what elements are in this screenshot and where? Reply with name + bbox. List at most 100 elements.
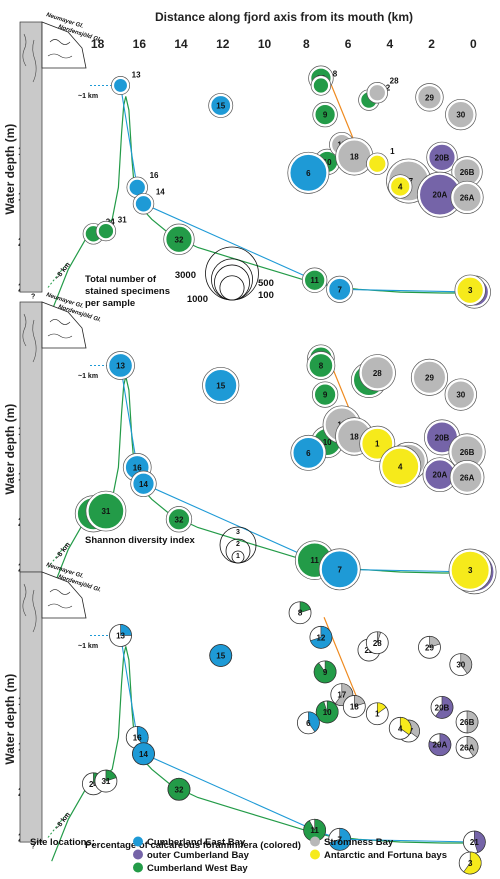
- site-label-14: 14: [139, 750, 148, 759]
- x-tick-label: 2: [428, 37, 435, 51]
- site-label-3: 3: [468, 859, 473, 868]
- site-marker-6: 6: [296, 711, 320, 735]
- site-label-18: 18: [350, 152, 359, 161]
- site-label-1: 1: [390, 147, 395, 156]
- site-label-18: 18: [350, 702, 359, 711]
- marker-fill: [456, 276, 485, 305]
- legend-swatch-antarctic: [310, 849, 320, 860]
- site-label-6: 6: [306, 169, 311, 178]
- pie-slice-calcareous: [376, 702, 387, 715]
- size-legend-circle: [205, 246, 259, 301]
- pie-slice-calcareous: [466, 710, 479, 734]
- marker-fill: [87, 492, 125, 530]
- scale-far-label: ~8 km: [54, 261, 72, 281]
- site-label-29: 29: [425, 643, 434, 652]
- site-label-32: 32: [175, 515, 184, 524]
- site-label-26B: 26B: [460, 718, 475, 727]
- pie-slice-calcareous: [105, 769, 117, 782]
- site-marker-8: 8: [306, 351, 336, 380]
- marker-fill: [164, 225, 193, 254]
- x-axis-title: Distance along fjord axis from its mouth…: [155, 10, 413, 24]
- pie-slice-calcareous: [408, 719, 420, 738]
- marker-fill: [292, 436, 325, 470]
- size-legend-label: 3000: [175, 270, 196, 281]
- marker-fill: [308, 352, 334, 379]
- site-label-28: 28: [373, 369, 382, 378]
- site-marker-13: 13: [106, 351, 135, 380]
- pie-slice-calcareous: [429, 636, 441, 648]
- panel-caption-line: Total number of: [85, 274, 157, 285]
- site-label-12: 12: [316, 633, 325, 642]
- pie-slice-calcareous: [428, 733, 452, 756]
- site-label-7: 7: [337, 835, 342, 844]
- site-label-4: 4: [398, 724, 403, 733]
- pie-slice-calcareous: [376, 631, 382, 643]
- site-label-24: 24: [89, 780, 98, 789]
- site-label-20A: 20A: [433, 191, 448, 200]
- site-label-20B: 20B: [435, 433, 450, 442]
- legend-label-antarctic: Antarctic and Fortuna bays: [324, 850, 447, 861]
- glacier-crevasses: [47, 39, 73, 59]
- marker-fill: [360, 355, 395, 390]
- site-marker-15: 15: [202, 366, 240, 405]
- pie-slice-calcareous: [354, 695, 366, 707]
- site-marker-26B: 26B: [451, 156, 483, 188]
- x-tick-label: 18: [91, 37, 105, 51]
- marker-fill: [446, 100, 475, 129]
- pie-slice-calcareous: [313, 660, 337, 684]
- site-label-31: 31: [101, 507, 110, 516]
- pie-slice-calcareous: [132, 742, 155, 766]
- site-label-13: 13: [116, 361, 125, 370]
- site-label-26B: 26B: [460, 448, 475, 457]
- site-label-6: 6: [306, 719, 311, 728]
- site-marker-14: 14: [130, 470, 157, 497]
- site-marker-11: 11: [301, 267, 328, 293]
- x-tick-label: 4: [386, 37, 393, 51]
- panel-1: 050100150200250Water depth (m)Neumayer G…: [3, 12, 491, 312]
- panel-caption-line: Shannon diversity index: [85, 535, 196, 546]
- site-marker-1: 1: [365, 702, 389, 726]
- site-label-1: 1: [375, 710, 380, 719]
- pie-slice-calcareous: [209, 644, 233, 667]
- site-marker-31: 31: [94, 769, 118, 793]
- site-marker-15: 15: [208, 93, 234, 118]
- site-label-4: 4: [398, 182, 403, 191]
- site-label-15: 15: [216, 652, 225, 661]
- marker-fill: [427, 143, 456, 172]
- site-marker-30: 30: [444, 378, 477, 411]
- site-marker-32: 32: [167, 777, 191, 801]
- legend-swatch-west: [133, 862, 143, 873]
- x-tick-label: 8: [303, 37, 310, 51]
- pie-slice-calcareous: [466, 736, 479, 757]
- scale-near-label: ~1 km: [78, 93, 98, 100]
- glacier-tongue: [41, 21, 87, 69]
- site-marker-18: 18: [335, 137, 374, 176]
- site-marker-15: 15: [209, 644, 233, 667]
- site-marker-30: 30: [449, 653, 473, 676]
- marker-fill: [320, 550, 360, 589]
- site-label-9: 9: [323, 668, 328, 677]
- x-tick-label: 16: [133, 37, 147, 51]
- pie-slice-calcareous: [474, 830, 486, 853]
- site-marker-3: 3: [448, 548, 492, 592]
- marker-fill: [367, 154, 387, 174]
- scale-far-dash: [47, 541, 69, 568]
- panel-3: 050100150200250Water depth (m)Neumayer G…: [3, 562, 486, 875]
- marker-fill: [380, 447, 420, 486]
- site-markers: 1315161424313211721312892228293010617181…: [82, 65, 491, 309]
- legend-label-stromness: Stromness Bay: [324, 837, 394, 848]
- pie-slice-calcareous: [120, 624, 132, 636]
- y-axis-title: Water depth (m): [3, 674, 17, 765]
- site-marker-4: 4: [388, 716, 412, 740]
- site-label-20A: 20A: [433, 741, 448, 750]
- site-label-30: 30: [456, 661, 465, 670]
- glacier-ice-lines: [22, 313, 37, 363]
- site-label-21: 21: [470, 838, 479, 847]
- marker-fill: [131, 472, 155, 496]
- site-marker-14: 14: [132, 742, 155, 766]
- glacier-tongue: [41, 301, 87, 349]
- marker-fill: [134, 194, 153, 213]
- site-label-9: 9: [323, 391, 328, 400]
- marker-fill: [203, 368, 238, 403]
- site-label-13: 13: [132, 70, 141, 79]
